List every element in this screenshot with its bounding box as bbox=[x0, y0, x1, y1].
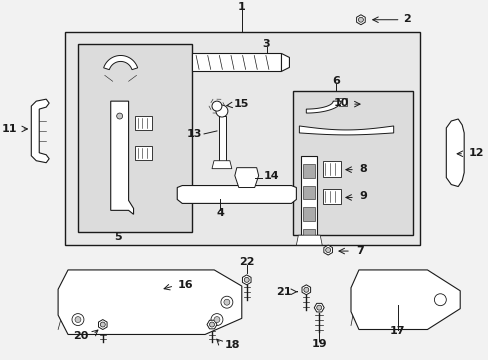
Polygon shape bbox=[281, 54, 289, 71]
Polygon shape bbox=[242, 275, 250, 285]
Circle shape bbox=[224, 299, 229, 305]
Circle shape bbox=[303, 287, 308, 292]
Circle shape bbox=[358, 17, 363, 22]
Bar bbox=[323, 161, 340, 177]
Circle shape bbox=[325, 248, 330, 253]
Bar bbox=[303, 185, 315, 199]
Text: 8: 8 bbox=[358, 164, 366, 174]
Text: 20: 20 bbox=[73, 332, 89, 341]
Polygon shape bbox=[206, 320, 217, 329]
Bar bbox=[323, 189, 340, 204]
Text: 3: 3 bbox=[262, 39, 270, 49]
Polygon shape bbox=[31, 99, 49, 163]
Text: 6: 6 bbox=[331, 76, 339, 86]
Circle shape bbox=[209, 322, 214, 327]
Text: 18: 18 bbox=[224, 341, 240, 350]
Circle shape bbox=[433, 294, 446, 306]
Polygon shape bbox=[350, 270, 459, 329]
Polygon shape bbox=[212, 161, 231, 169]
Bar bbox=[134, 116, 152, 130]
Polygon shape bbox=[314, 303, 324, 312]
Text: 16: 16 bbox=[177, 280, 192, 290]
Bar bbox=[293, 91, 412, 235]
Bar bbox=[65, 32, 420, 245]
Polygon shape bbox=[323, 245, 332, 255]
Polygon shape bbox=[446, 119, 463, 186]
Polygon shape bbox=[299, 126, 393, 135]
Text: 21: 21 bbox=[275, 287, 291, 297]
Text: 2: 2 bbox=[403, 14, 410, 24]
Circle shape bbox=[75, 316, 81, 323]
Polygon shape bbox=[103, 55, 137, 70]
Bar bbox=[303, 164, 315, 177]
Text: 7: 7 bbox=[355, 246, 363, 256]
Polygon shape bbox=[177, 185, 296, 203]
Text: 19: 19 bbox=[311, 339, 326, 350]
Polygon shape bbox=[110, 101, 133, 214]
Text: 5: 5 bbox=[114, 232, 121, 242]
Bar bbox=[219, 116, 225, 161]
Bar bbox=[228, 197, 234, 202]
Bar bbox=[303, 229, 315, 243]
Circle shape bbox=[117, 113, 122, 119]
Bar bbox=[258, 197, 264, 202]
Polygon shape bbox=[98, 320, 107, 329]
Circle shape bbox=[216, 105, 227, 117]
Circle shape bbox=[100, 322, 105, 327]
Text: 10: 10 bbox=[333, 98, 348, 108]
Text: 17: 17 bbox=[389, 327, 405, 337]
Text: 4: 4 bbox=[216, 208, 224, 218]
Text: 22: 22 bbox=[239, 257, 254, 267]
Circle shape bbox=[316, 305, 321, 310]
Bar bbox=[78, 44, 192, 232]
Text: 13: 13 bbox=[186, 129, 202, 139]
Circle shape bbox=[72, 314, 84, 325]
Text: 15: 15 bbox=[233, 99, 249, 109]
Polygon shape bbox=[305, 101, 340, 113]
Circle shape bbox=[244, 277, 249, 282]
Polygon shape bbox=[302, 285, 310, 295]
Bar bbox=[338, 98, 346, 106]
Text: 14: 14 bbox=[263, 171, 279, 181]
Circle shape bbox=[210, 314, 223, 325]
Polygon shape bbox=[58, 270, 241, 334]
Circle shape bbox=[212, 101, 222, 111]
Bar bbox=[134, 146, 152, 160]
Text: 1: 1 bbox=[238, 2, 245, 12]
Text: 11: 11 bbox=[2, 124, 18, 134]
Bar bbox=[303, 207, 315, 221]
Polygon shape bbox=[356, 15, 365, 25]
Polygon shape bbox=[234, 168, 258, 188]
Circle shape bbox=[221, 296, 232, 308]
Bar bbox=[192, 54, 281, 71]
Bar bbox=[244, 197, 249, 202]
Bar bbox=[301, 156, 317, 235]
Circle shape bbox=[214, 316, 220, 323]
Text: 12: 12 bbox=[468, 148, 484, 158]
Polygon shape bbox=[296, 235, 322, 245]
Text: 9: 9 bbox=[358, 192, 366, 202]
